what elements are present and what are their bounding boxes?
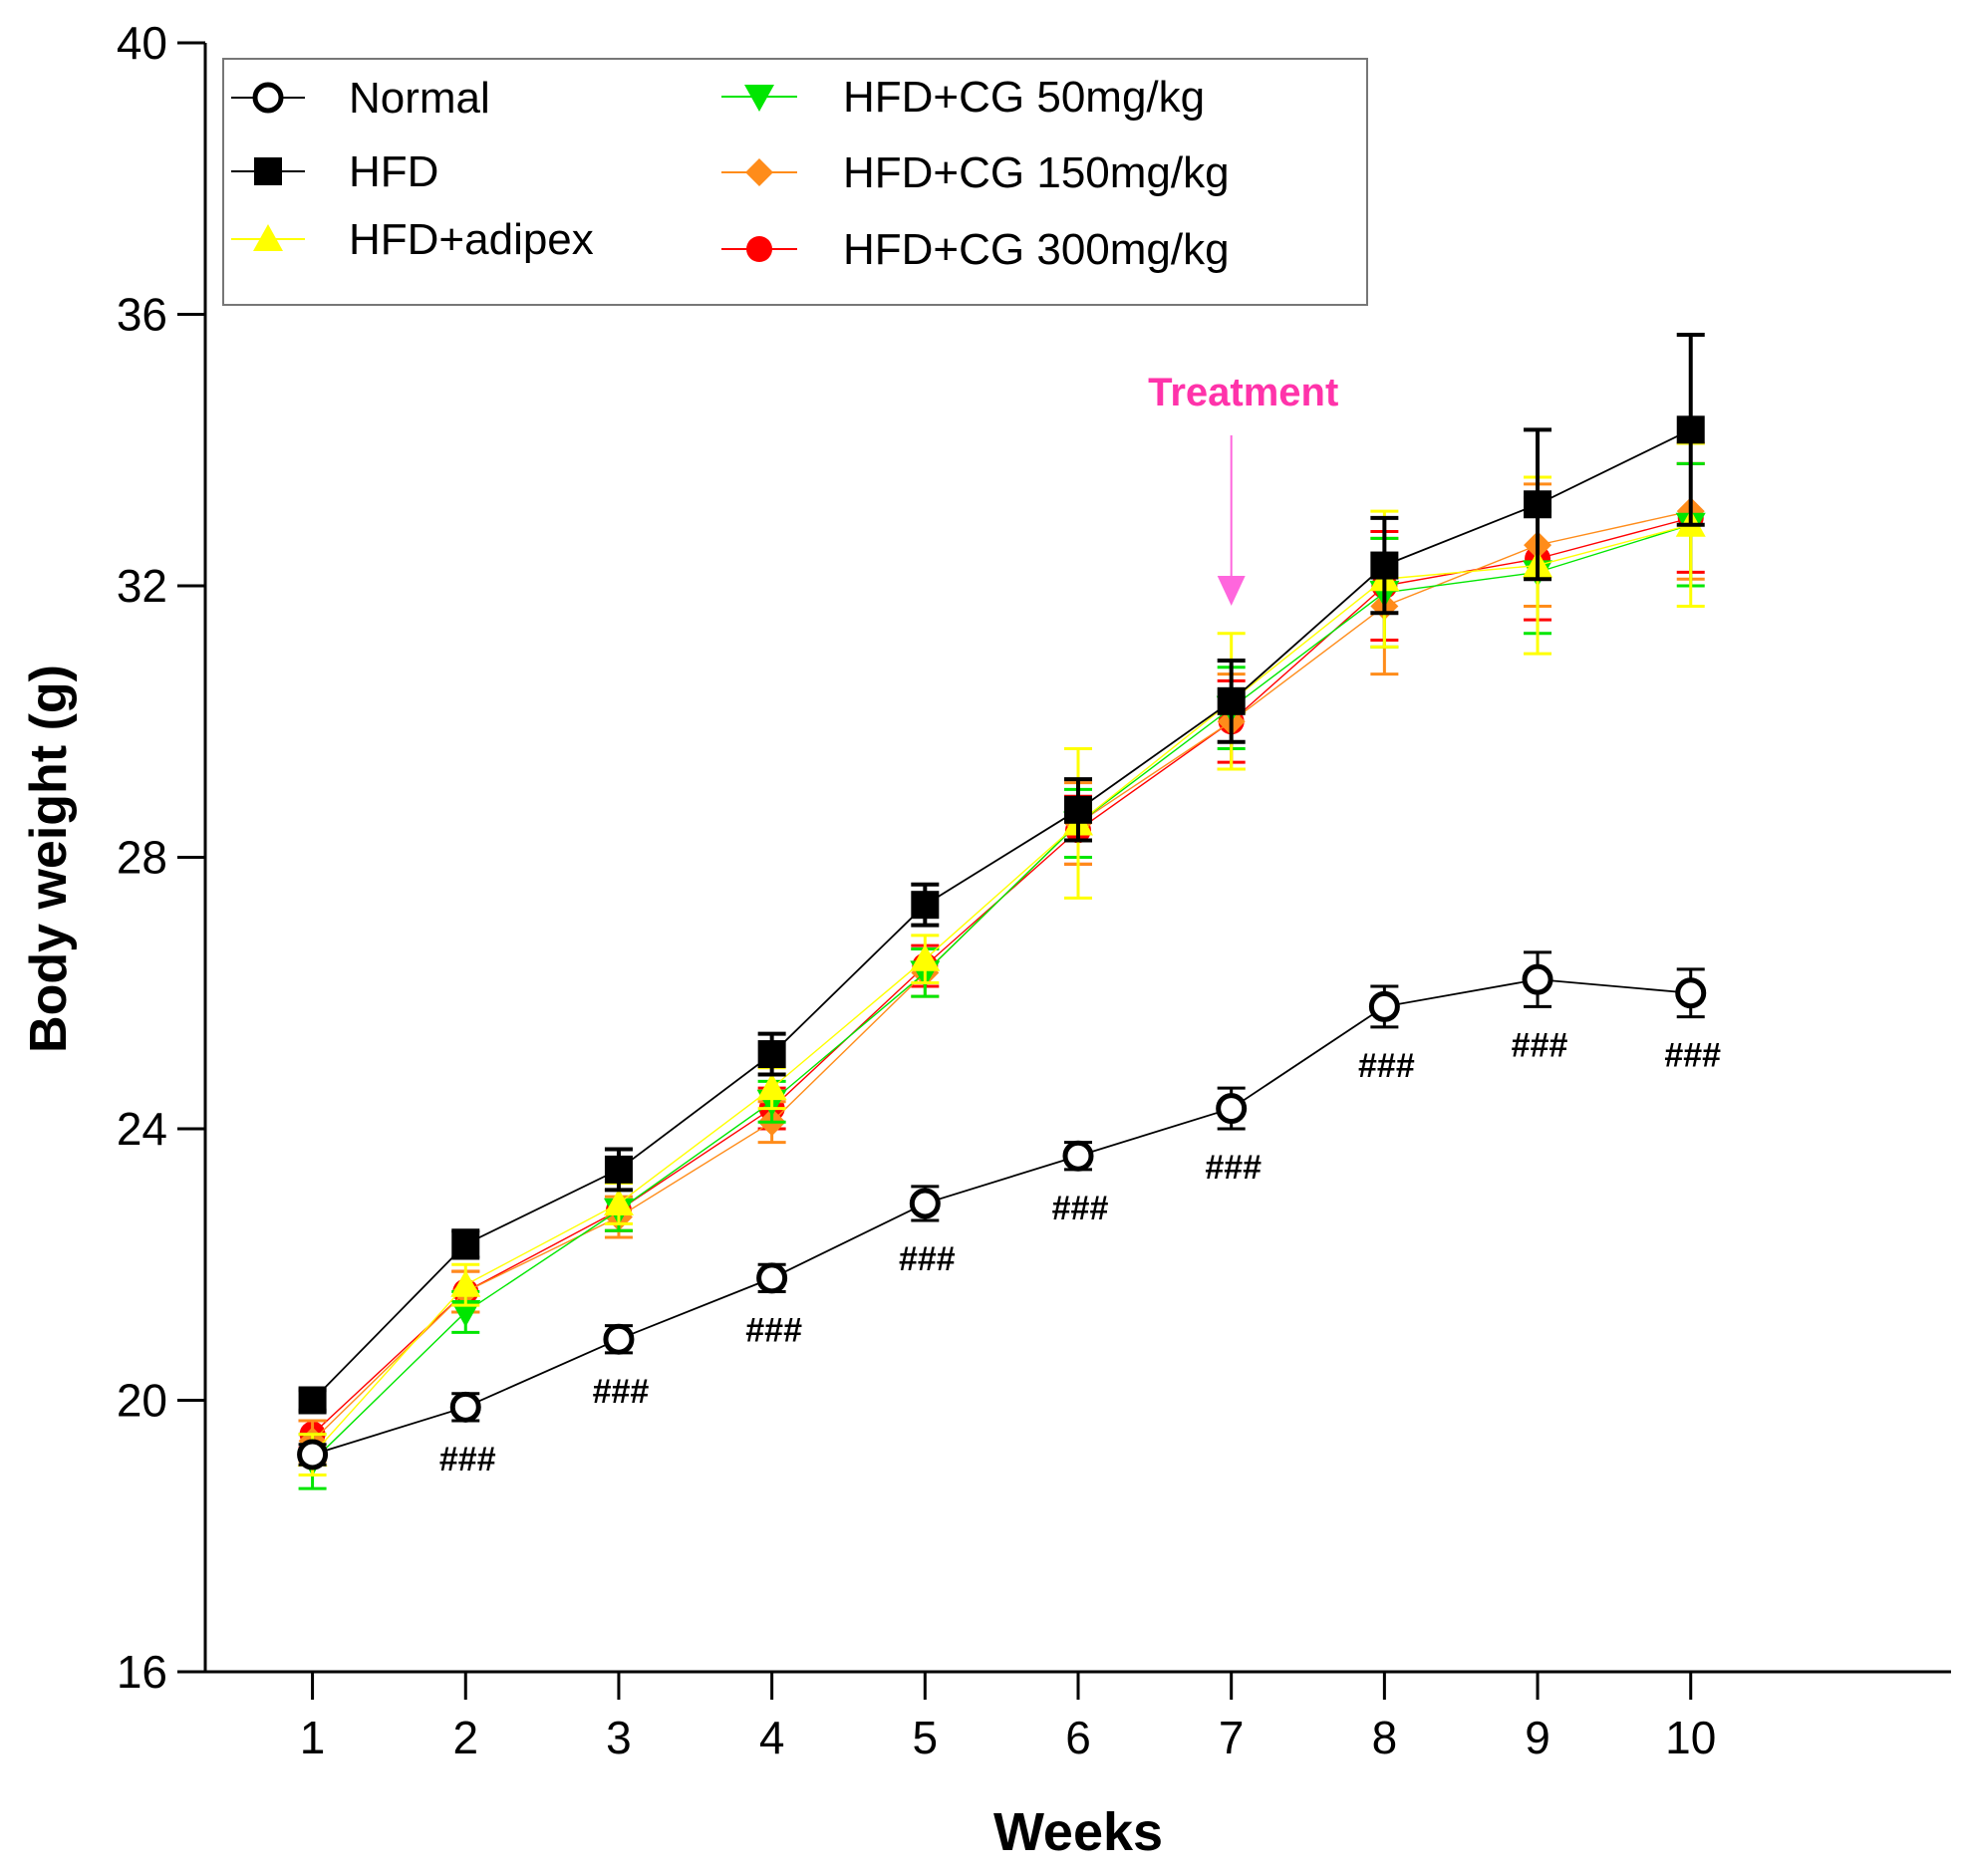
series-hfd-point: [298, 1386, 327, 1415]
legend-item-hfd-cg-150mg-kg-marker: [745, 158, 773, 186]
series-hfd-point: [1676, 415, 1705, 444]
legend-item-hfd-cg-50mg-kg: HFD+CG 50mg/kg: [721, 73, 1205, 122]
series-hfd-adipex-point: [450, 1269, 481, 1297]
series-normal-point: [1675, 977, 1707, 1009]
legend-item-hfd-cg-300mg-kg-label: HFD+CG 300mg/kg: [843, 225, 1230, 274]
significance-marker: ###: [593, 1373, 650, 1411]
x-tick-label: 5: [913, 1712, 939, 1763]
series-hfd-adipex-line: [312, 524, 1691, 1456]
y-axis-label: Body weight (g): [20, 665, 78, 1053]
significance-marker: ###: [1664, 1037, 1721, 1075]
series-hfd-adipex-point: [603, 1188, 634, 1215]
series-normal-point: [1522, 963, 1553, 995]
y-tick-label: 20: [117, 1375, 167, 1427]
series-hfd-point: [604, 1155, 633, 1184]
significance-marker: ###: [439, 1441, 496, 1478]
series-hfd-adipex-point: [756, 1073, 787, 1101]
significance-marker: ###: [1205, 1149, 1262, 1187]
x-tick-label: 2: [452, 1712, 478, 1763]
x-tick-label: 6: [1065, 1712, 1091, 1763]
series-hfd-adipex: [297, 441, 1706, 1476]
series-hfd-point: [1524, 490, 1552, 519]
significance-marker: ###: [1512, 1026, 1568, 1064]
series-normal-point: [297, 1439, 329, 1471]
series-normal-point: [449, 1391, 481, 1423]
treatment-annotation: Treatment: [1148, 371, 1338, 414]
x-tick-label: 8: [1372, 1712, 1398, 1763]
legend-item-hfd-adipex: HFD+adipex: [231, 215, 594, 264]
legend-item-hfd-cg-300mg-kg-marker: [746, 236, 772, 262]
series-normal-point: [1216, 1093, 1248, 1125]
x-axis-label: Weeks: [993, 1802, 1163, 1862]
legend-item-normal: Normal: [231, 74, 490, 123]
x-tick-label: 4: [759, 1712, 785, 1763]
legend-item-hfd-cg-150mg-kg-label: HFD+CG 150mg/kg: [843, 148, 1230, 197]
significance-marker: ###: [1052, 1190, 1109, 1227]
legend-box: [222, 58, 1368, 306]
series-hfd-point: [1064, 795, 1092, 824]
legend-item-hfd-cg-50mg-kg-label: HFD+CG 50mg/kg: [843, 73, 1205, 122]
legend-item-hfd-marker: [254, 157, 282, 185]
series-hfd-cg-150mg-kg: [298, 441, 1705, 1464]
y-tick-label: 28: [117, 832, 167, 884]
legend-item-hfd: HFD: [231, 147, 438, 196]
series-normal-point: [603, 1323, 635, 1355]
series-hfd-cg-50mg-kg-point: [450, 1299, 481, 1327]
legend-item-hfd-adipex-marker: [253, 224, 283, 251]
series-normal: [297, 950, 1707, 1471]
series-hfd: [298, 332, 1705, 1415]
series-normal-point: [1062, 1140, 1094, 1172]
axes: 16 20 24 28 32 36 40 1 2 3 4 5 6 7 8 9 10: [117, 17, 1951, 1763]
significance-marker: ###: [899, 1240, 956, 1278]
legend-item-hfd-label: HFD: [349, 147, 438, 196]
legend-item-hfd-cg-50mg-kg-marker: [744, 85, 774, 112]
series-hfd-point: [451, 1229, 480, 1258]
series-hfd-point: [1370, 551, 1399, 580]
legend-item-normal-label: Normal: [349, 74, 490, 123]
series-hfd-point: [911, 891, 940, 920]
legend-item-normal-marker: [252, 82, 284, 114]
x-tick-label: 10: [1665, 1712, 1716, 1763]
series-hfd-cg-300mg-kg: [298, 461, 1705, 1450]
legend-item-hfd-cg-300mg-kg: HFD+CG 300mg/kg: [721, 225, 1230, 274]
y-tick-label: 24: [117, 1103, 167, 1155]
legend-item-hfd-cg-150mg-kg: HFD+CG 150mg/kg: [721, 148, 1230, 197]
series-hfd-cg-50mg-kg-line: [312, 524, 1691, 1463]
series-normal-point: [909, 1188, 941, 1219]
series-hfd-cg-300mg-kg-line: [312, 517, 1691, 1436]
series-layer: ### ### ### ### ### ### ### ### ###: [297, 332, 1721, 1490]
y-tick-label: 32: [117, 560, 167, 612]
legend-item-hfd-adipex-label: HFD+adipex: [349, 215, 594, 264]
x-tick-label: 7: [1219, 1712, 1245, 1763]
series-normal-point: [756, 1262, 788, 1294]
significance-marker: ###: [1358, 1047, 1415, 1085]
series-hfd-adipex-point: [910, 943, 941, 971]
y-tick-label: 36: [117, 289, 167, 341]
legend: Normal HFD HFD+adipex HFD+CG 50mg/kg HFD+CG …: [222, 58, 1368, 306]
annotation-layer: Treatment: [1148, 371, 1338, 606]
series-hfd-cg-150mg-kg-line: [312, 510, 1691, 1442]
x-tick-label: 1: [300, 1712, 326, 1763]
series-hfd-line: [311, 428, 1692, 1402]
series-hfd-point: [757, 1040, 786, 1069]
series-normal-point: [1368, 990, 1400, 1022]
series-hfd-point: [1217, 686, 1246, 715]
treatment-arrow-head: [1217, 576, 1246, 606]
y-tick-label: 16: [117, 1646, 167, 1698]
x-tick-label: 3: [606, 1712, 632, 1763]
significance-marker: ###: [745, 1312, 802, 1350]
series-normal-line: [312, 978, 1691, 1456]
y-tick-label: 40: [117, 17, 167, 69]
x-tick-label: 9: [1525, 1712, 1550, 1763]
series-hfd-cg-50mg-kg: [297, 461, 1706, 1490]
